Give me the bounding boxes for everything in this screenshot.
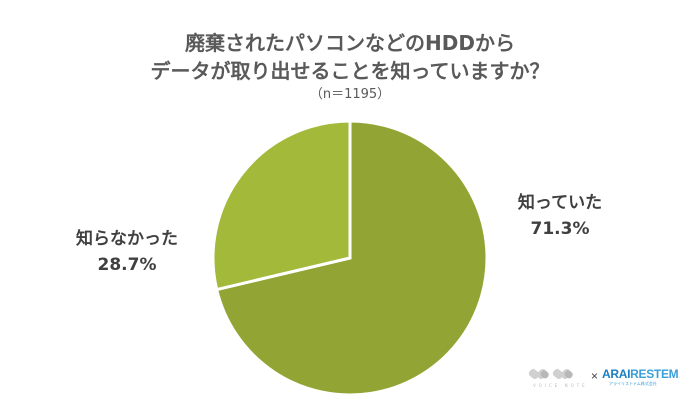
arai-restem-logo: ARAIRESTEM [602, 367, 679, 381]
label-known-name: 知っていた [517, 193, 603, 213]
label-unknown-value: 28.7% [97, 255, 157, 275]
voice-note-logo-icon [528, 368, 573, 380]
logo-separator: × [591, 369, 599, 383]
brand-part-1: ARAI [602, 367, 631, 381]
brand-subtext: アライリストテム株式会社 [609, 381, 657, 386]
sample-size: （n＝1195） [309, 87, 391, 102]
label-known-value: 71.3% [530, 219, 590, 239]
pie-slice-unknown [211, 119, 352, 292]
label-unknown: 知らなかった 28.7% [62, 226, 192, 278]
label-known: 知っていた 71.3% [502, 190, 618, 242]
chart-title-line-2: データが取り出せることを知っていますか？ [150, 59, 550, 83]
voice-note-text: VOICE NOTE [533, 383, 588, 388]
pie-slice-known [214, 119, 489, 397]
label-unknown-name: 知らなかった [76, 229, 178, 249]
brand-part-2: RESTEM [630, 367, 679, 381]
company-logos: VOICE NOTE × ARAIRESTEM アライリストテム株式会社 [527, 366, 679, 388]
chart-title-line-1: 廃棄されたパソコンなどのHDDから [185, 31, 515, 55]
